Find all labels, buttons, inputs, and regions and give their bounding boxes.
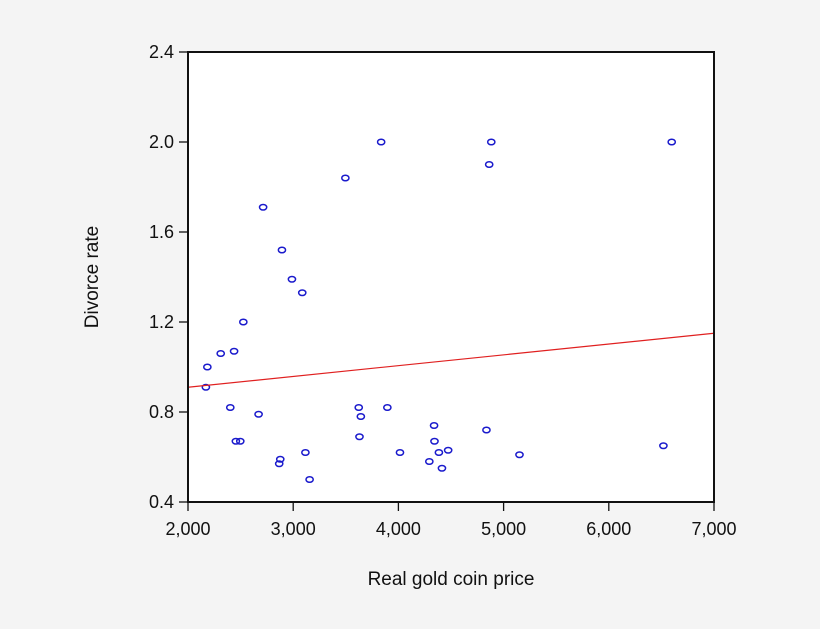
data-point bbox=[297, 289, 307, 297]
x-tick-label: 3,000 bbox=[271, 519, 316, 539]
data-point bbox=[275, 455, 285, 463]
data-point bbox=[229, 347, 239, 355]
x-tick-label: 4,000 bbox=[376, 519, 421, 539]
y-tick-label: 1.6 bbox=[149, 222, 174, 242]
x-tick-label: 5,000 bbox=[481, 519, 526, 539]
data-point bbox=[355, 433, 364, 441]
data-point bbox=[231, 437, 241, 445]
data-point bbox=[443, 446, 453, 454]
y-tick-label: 2.0 bbox=[149, 132, 174, 152]
data-point bbox=[258, 203, 268, 211]
data-point bbox=[274, 460, 284, 468]
data-point bbox=[287, 275, 297, 283]
regression-line bbox=[187, 332, 715, 388]
data-point bbox=[437, 464, 447, 472]
y-tick-label: 0.4 bbox=[149, 492, 174, 512]
data-point bbox=[383, 403, 392, 412]
x-tick-label: 6,000 bbox=[586, 519, 631, 539]
data-point bbox=[216, 349, 226, 358]
data-point bbox=[515, 451, 524, 459]
y-axis-ticks: 0.4 0.8 1.2 1.6 2.0 2.4 bbox=[149, 42, 188, 512]
x-tick-label: 7,000 bbox=[691, 519, 736, 539]
data-point bbox=[354, 403, 364, 412]
data-point bbox=[201, 383, 211, 391]
data-point bbox=[238, 318, 248, 326]
x-axis-label: Real gold coin price bbox=[368, 569, 535, 590]
data-point bbox=[395, 448, 405, 457]
data-point bbox=[254, 410, 263, 418]
data-points bbox=[201, 138, 677, 484]
data-point bbox=[659, 442, 668, 450]
data-point bbox=[482, 426, 491, 434]
data-point bbox=[434, 448, 444, 457]
y-axis-label: Divorce rate bbox=[82, 226, 103, 328]
data-point bbox=[301, 448, 310, 457]
y-tick-label: 2.4 bbox=[149, 42, 174, 62]
x-axis-ticks: 2,000 3,000 4,000 5,000 6,000 7,000 bbox=[165, 502, 737, 539]
data-point bbox=[305, 475, 314, 484]
plot-area bbox=[188, 52, 714, 502]
x-tick-label: 2,000 bbox=[165, 519, 210, 539]
data-point bbox=[424, 457, 434, 466]
data-point bbox=[376, 138, 386, 146]
data-point bbox=[341, 174, 350, 182]
data-point bbox=[429, 421, 439, 430]
data-point bbox=[430, 437, 439, 445]
data-point bbox=[484, 160, 494, 169]
data-point bbox=[486, 138, 496, 146]
y-tick-label: 0.8 bbox=[149, 402, 174, 422]
data-point bbox=[277, 246, 287, 254]
data-point bbox=[667, 138, 677, 146]
y-tick-label: 1.2 bbox=[149, 312, 174, 332]
plot-frame bbox=[187, 51, 715, 503]
data-point bbox=[356, 412, 366, 421]
data-point bbox=[203, 363, 212, 371]
data-point bbox=[225, 403, 235, 412]
data-point bbox=[235, 437, 245, 445]
